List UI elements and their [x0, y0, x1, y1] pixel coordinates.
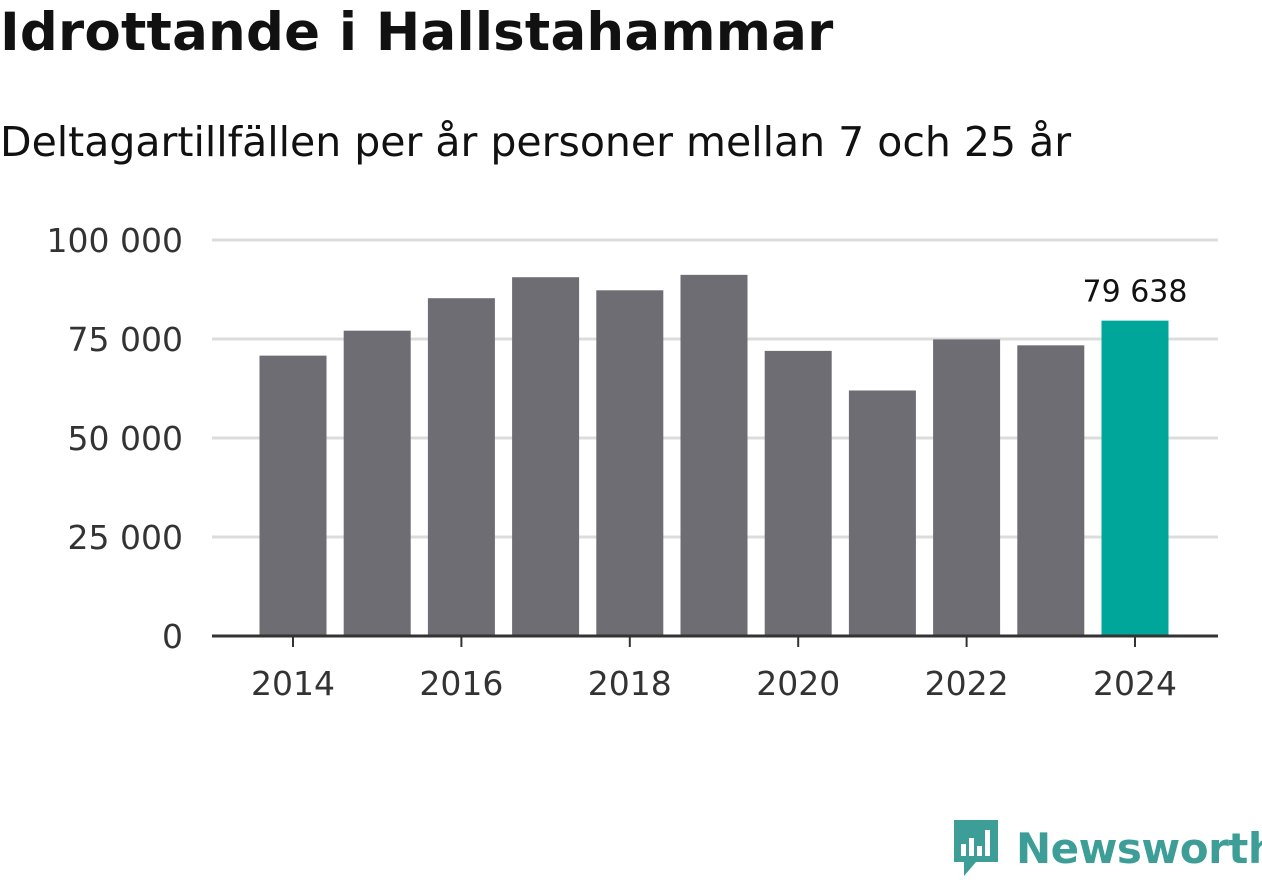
bar-2023	[1017, 345, 1085, 636]
chart-title: Idrottande i Hallstahammar	[0, 2, 834, 63]
bar-2020	[764, 350, 832, 636]
bar-2016	[427, 298, 495, 636]
x-tick-label: 2014	[251, 664, 335, 703]
x-tick-label: 2020	[756, 664, 840, 703]
x-tick-label: 2024	[1093, 664, 1177, 703]
data-label: 79 638	[1083, 275, 1188, 310]
newsworthy-logo-icon	[954, 820, 998, 876]
bar-2021	[848, 390, 916, 636]
brand-name: Newsworthy	[1016, 823, 1262, 873]
labels: 0 25 000 50 000 75 000 100 000 2014 2016 2018 20…	[47, 221, 1188, 703]
y-tick-label: 50 000	[68, 419, 183, 458]
bar-2019	[680, 274, 748, 636]
x-tick-label: 2022	[925, 664, 1009, 703]
bar-2022	[933, 339, 1001, 636]
x-tick-label: 2016	[419, 664, 503, 703]
y-tick-label: 0	[162, 617, 183, 656]
bar-2024	[1101, 320, 1169, 636]
bar-2017	[512, 277, 580, 636]
y-tick-label: 75 000	[68, 320, 183, 359]
bar-2015	[343, 330, 411, 636]
brand-logo: Newsworthy	[950, 816, 1262, 880]
y-tick-label: 100 000	[47, 221, 183, 260]
x-tick-label: 2018	[588, 664, 672, 703]
bar-2018	[596, 290, 664, 636]
chart-subtitle: Deltagartillfällen per år personer mella…	[0, 118, 1072, 166]
axes	[212, 634, 1218, 647]
bar-2014	[259, 355, 327, 636]
bars	[259, 274, 1169, 636]
y-tick-label: 25 000	[68, 518, 183, 557]
